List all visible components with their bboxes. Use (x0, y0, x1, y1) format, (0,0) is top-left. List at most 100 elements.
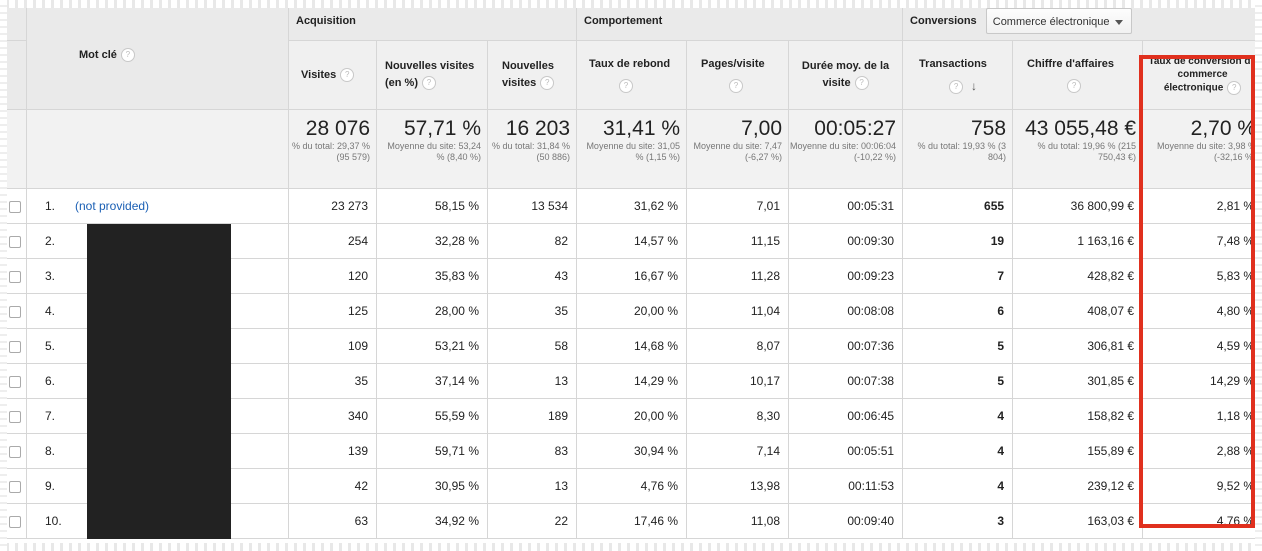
help-icon[interactable]: ? (1067, 79, 1082, 94)
conversion-type-select[interactable]: Commerce électronique (985, 7, 1132, 34)
cell-conv: 4,76 % (1142, 503, 1262, 539)
col-new-visits-header[interactable]: Nouvelles visites? (486, 40, 578, 110)
row-checkbox[interactable] (9, 305, 21, 318)
keyword-column-header[interactable]: Mot clé? (26, 0, 289, 110)
help-icon[interactable]: ? (619, 79, 634, 94)
keyword-cell: 7. (26, 398, 289, 434)
cell-visits: 42 (288, 468, 377, 504)
col-visits-header[interactable]: Visites? (288, 40, 377, 110)
table-row[interactable]: 4. 125 28,00 % 35 20,00 % 11,04 00:08:08 6 408,0… (0, 293, 1262, 329)
row-checkbox[interactable] (9, 235, 21, 248)
help-icon[interactable]: ? (949, 79, 964, 94)
cell-new: 22 (486, 503, 578, 539)
cell-new: 43 (486, 258, 578, 294)
cell-pages: 7,01 (686, 188, 790, 224)
row-checkbox[interactable] (9, 375, 21, 388)
cell-revenue: 36 800,99 € (1012, 188, 1144, 224)
summary-transactions: 758% du total: 19,93 % (3 804) (902, 109, 1014, 189)
cell-bounce: 14,29 % (576, 363, 688, 399)
cell-pages: 11,28 (686, 258, 790, 294)
cell-pages: 13,98 (686, 468, 790, 504)
table-row[interactable]: 7. 340 55,59 % 189 20,00 % 8,30 00:06:45 4 158,8… (0, 398, 1262, 434)
sort-descending-icon[interactable]: ↓ (971, 78, 978, 93)
summary-visits: 28 076% du total: 29,37 % (95 579) (288, 109, 377, 189)
help-icon[interactable]: ? (1227, 81, 1242, 95)
cell-new-pct: 34,92 % (376, 503, 488, 539)
help-icon[interactable]: ? (729, 79, 744, 94)
summary-new-visits: 16 203% du total: 31,84 % (50 886) (486, 109, 578, 189)
row-checkbox[interactable] (9, 340, 21, 353)
row-index: 5. (45, 339, 56, 353)
col-bounce-header[interactable]: Taux de rebond? (576, 40, 688, 110)
cell-duration: 00:09:23 (788, 258, 904, 294)
cell-new: 83 (486, 433, 578, 469)
help-icon[interactable]: ? (540, 76, 555, 91)
cell-revenue: 301,85 € (1012, 363, 1144, 399)
cell-visits: 254 (288, 223, 377, 259)
cell-bounce: 20,00 % (576, 293, 688, 329)
table-row[interactable]: 8. 139 59,71 % 83 30,94 % 7,14 00:05:51 4 155,89… (0, 433, 1262, 469)
row-index: 1. (45, 199, 56, 213)
col-transactions-header[interactable]: Transactions? ↓ (902, 40, 1014, 110)
cell-new-pct: 28,00 % (376, 293, 488, 329)
cell-conv: 2,88 % (1142, 433, 1262, 469)
cell-bounce: 14,68 % (576, 328, 688, 364)
cell-new: 35 (486, 293, 578, 329)
redacted-keyword (87, 294, 231, 329)
row-checkbox[interactable] (9, 515, 21, 528)
cell-transactions: 4 (902, 468, 1014, 504)
cell-transactions: 5 (902, 328, 1014, 364)
summary-conv-rate: 2,70 % Moyenne du site: 3,98 % (-32,16 %) (1142, 109, 1262, 189)
row-checkbox[interactable] (9, 270, 21, 283)
redacted-keyword (87, 504, 231, 539)
help-icon[interactable]: ? (854, 76, 869, 91)
cell-new: 189 (486, 398, 578, 434)
cell-bounce: 14,57 % (576, 223, 688, 259)
cell-duration: 00:07:38 (788, 363, 904, 399)
help-icon[interactable]: ? (120, 48, 135, 62)
keyword-link[interactable]: (not provided) (75, 199, 150, 213)
col-duration-header[interactable]: Durée moy. de la visite? (788, 40, 904, 110)
help-icon[interactable]: ? (422, 76, 436, 91)
row-checkbox[interactable] (9, 480, 21, 493)
col-revenue-header[interactable]: Chiffre d'affaires? (1012, 40, 1144, 110)
row-checkbox[interactable] (9, 445, 21, 458)
torn-edge-right (1255, 0, 1262, 551)
table-row[interactable]: 3. 120 35,83 % 43 16,67 % 11,28 00:09:23 7 428,8… (0, 258, 1262, 294)
help-icon[interactable]: ? (340, 68, 355, 82)
cell-transactions: 6 (902, 293, 1014, 329)
cell-pages: 8,07 (686, 328, 790, 364)
col-pages-header[interactable]: Pages/visite? (686, 40, 790, 110)
cell-bounce: 20,00 % (576, 398, 688, 434)
table-row[interactable]: 1. (not provided) 23 273 58,15 % 13 534 31,62… (0, 188, 1262, 224)
cell-revenue: 1 163,16 € (1012, 223, 1144, 259)
col-new-visits-pct-header[interactable]: Nouvelles visites (en %)? (376, 40, 488, 110)
cell-visits: 340 (288, 398, 377, 434)
table-row[interactable]: 6. 35 37,14 % 13 14,29 % 10,17 00:07:38 5 301,85… (0, 363, 1262, 399)
cell-visits: 120 (288, 258, 377, 294)
table-row[interactable]: 9. 42 30,95 % 13 4,76 % 13,98 00:11:53 4 239,12 … (0, 468, 1262, 504)
row-index: 9. (45, 479, 56, 493)
row-index: 4. (45, 304, 56, 318)
cell-conv: 14,29 % (1142, 363, 1262, 399)
row-checkbox[interactable] (9, 410, 21, 423)
cell-bounce: 4,76 % (576, 468, 688, 504)
keyword-cell: 8. (26, 433, 289, 469)
summary-pages: 7,00 Moyenne du site: 7,47 (-6,27 %) (686, 109, 790, 189)
cell-visits: 109 (288, 328, 377, 364)
cell-visits: 125 (288, 293, 377, 329)
summary-duration: 00:05:27 Moyenne du site: 00:06:04 (-10,2… (788, 109, 904, 189)
keyword-cell: 6. (26, 363, 289, 399)
col-conv-rate-header[interactable]: Taux de conversion du commerce électroni… (1142, 40, 1262, 110)
cell-duration: 00:06:45 (788, 398, 904, 434)
cell-duration: 00:08:08 (788, 293, 904, 329)
keyword-cell: 1. (not provided) (26, 188, 289, 224)
row-checkbox[interactable] (9, 200, 21, 213)
table-row[interactable]: 5. 109 53,21 % 58 14,68 % 8,07 00:07:36 5 306,81… (0, 328, 1262, 364)
table-row[interactable]: 2. 254 32,28 % 82 14,57 % 11,15 00:09:30 19 1 16… (0, 223, 1262, 259)
keyword-cell: 3. (26, 258, 289, 294)
table-row[interactable]: 10. 63 34,92 % 22 17,46 % 11,08 00:09:40 3 163,0… (0, 503, 1262, 539)
cell-revenue: 239,12 € (1012, 468, 1144, 504)
cell-transactions: 5 (902, 363, 1014, 399)
cell-pages: 8,30 (686, 398, 790, 434)
